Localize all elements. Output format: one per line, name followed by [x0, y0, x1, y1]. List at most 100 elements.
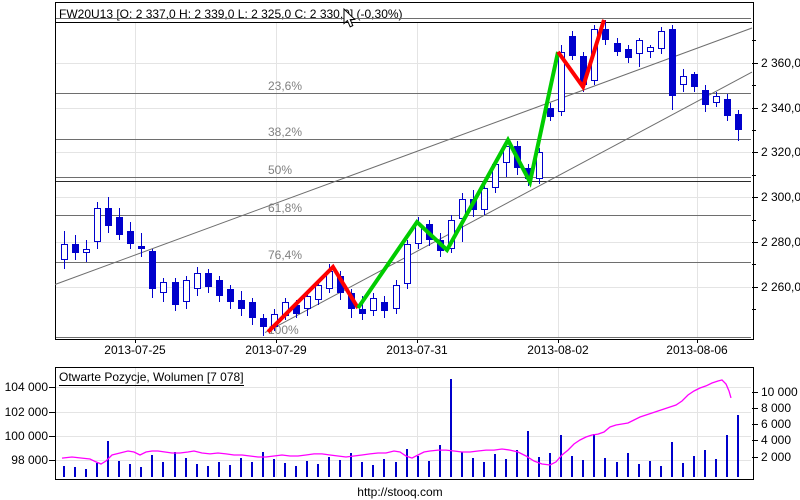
date-gridline: [697, 368, 698, 477]
candle-body-bearish: [669, 29, 676, 97]
volume-bar: [627, 452, 629, 477]
price-gridline: [56, 286, 751, 288]
candle-body-bearish: [359, 309, 366, 314]
candle-body-bullish: [183, 280, 190, 303]
candle-body-bearish: [105, 208, 112, 227]
price-axis-tick: [752, 197, 758, 199]
candle-body-bearish: [547, 107, 554, 117]
date-axis-tick: [697, 339, 698, 343]
price-gridline: [56, 197, 751, 199]
price-axis-label: 2 340,0: [761, 100, 800, 115]
volume-axis-label: 10 000: [761, 384, 798, 399]
date-axis-tick: [558, 339, 559, 343]
openpos-gridline: [56, 387, 751, 389]
candle-body-bearish: [172, 282, 179, 305]
candle-body-bearish: [72, 244, 79, 254]
candle-body-bullish: [194, 273, 201, 289]
candle-body-bearish: [602, 29, 609, 41]
date-axis-tick: [276, 339, 277, 343]
price-axis-label: 2 260,0: [761, 279, 800, 294]
volume-bar: [196, 464, 198, 477]
fibonacci-level-line: [56, 177, 751, 179]
price-axis-minor-tick: [752, 174, 756, 176]
candle-body-bearish: [205, 273, 212, 287]
volume-axis-tick: [752, 407, 758, 409]
volume-bar: [372, 464, 374, 477]
candle-body-bullish: [83, 248, 90, 254]
price-axis-tick: [752, 107, 758, 109]
volume-bar: [85, 468, 87, 477]
openpos-gridline: [56, 460, 751, 461]
candle-body-bearish: [238, 300, 245, 310]
fibonacci-level-line: [56, 261, 751, 263]
volume-axis-label: 2 000: [761, 449, 792, 464]
volume-bar: [207, 465, 209, 477]
fibonacci-level-label: 76,4%: [268, 247, 303, 262]
price-axis-minor-tick: [752, 309, 756, 311]
green-zigzag-line: [356, 51, 560, 310]
price-gridline: [56, 107, 751, 109]
date-axis-tick: [417, 339, 418, 343]
volume-bar: [350, 453, 352, 477]
volume-bar: [450, 378, 452, 477]
price-axis-tick: [752, 286, 758, 288]
candle-body-bullish: [315, 284, 322, 301]
candle-body-bullish: [404, 244, 411, 285]
candle-body-bullish: [393, 284, 400, 310]
date-axis-label: 2013-07-29: [245, 343, 307, 357]
volume-bar: [406, 449, 408, 477]
openpos-axis-label: 100 000: [4, 428, 48, 443]
volume-bar: [140, 466, 142, 477]
fibonacci-level-line: [56, 337, 751, 339]
candle-body-bearish: [127, 230, 134, 245]
volume-bar: [295, 465, 297, 477]
openpos-axis-label: 102 000: [4, 404, 48, 419]
volume-bar: [229, 464, 231, 477]
candle-body-bullish: [304, 295, 311, 310]
volume-bar: [682, 463, 684, 477]
volume-bar: [174, 451, 176, 477]
fibonacci-level-label: 23,6%: [268, 78, 303, 93]
date-axis-label: 2013-08-02: [527, 343, 589, 357]
volume-bar: [118, 460, 120, 477]
zigzag-overlay-layer: [266, 19, 606, 334]
volume-bar: [593, 433, 595, 477]
open-positions-line: [61, 379, 732, 466]
candle-body-bullish: [647, 47, 654, 52]
volume-bar: [284, 463, 286, 477]
main-chart-plot-area[interactable]: 23,6% 38,2% 50% 61,8% 76,4% 100%: [0, 0, 800, 345]
mouse-cursor-icon: [343, 7, 356, 28]
openpos-axis-label: 104 000: [4, 380, 48, 395]
volume-bar: [737, 415, 739, 477]
volume-bar: [383, 459, 385, 477]
price-axis-label: 2 360,0: [761, 55, 800, 70]
candle-body-bearish: [691, 73, 698, 88]
volume-bar: [317, 464, 319, 477]
volume-bar: [162, 462, 164, 477]
volume-bar: [63, 465, 65, 477]
candle-body-bearish: [249, 302, 256, 319]
volume-bar: [483, 461, 485, 477]
date-gridline: [135, 23, 136, 337]
candle-body-bearish: [149, 250, 156, 289]
price-gridline: [56, 152, 751, 154]
volume-bar: [704, 450, 706, 477]
price-axis-tick: [752, 62, 758, 64]
volume-bar: [395, 462, 397, 477]
candle-body-bearish: [227, 288, 234, 303]
support-line: [56, 181, 751, 182]
candle-body-bullish: [481, 188, 488, 211]
candle-body-bearish: [569, 35, 576, 56]
openpos-gridline: [56, 411, 751, 413]
volume-bar: [516, 450, 518, 477]
volume-bar: [616, 462, 618, 477]
volume-axis-label: 6 000: [761, 417, 792, 432]
volume-panel-plot-area[interactable]: [0, 345, 800, 485]
openpos-axis-tick: [49, 387, 55, 389]
volume-bar: [151, 455, 153, 477]
volume-bar: [715, 459, 717, 477]
footer-url[interactable]: http://stooq.com: [357, 485, 443, 499]
volume-bar: [527, 430, 529, 477]
candle-body-bullish: [160, 282, 167, 294]
